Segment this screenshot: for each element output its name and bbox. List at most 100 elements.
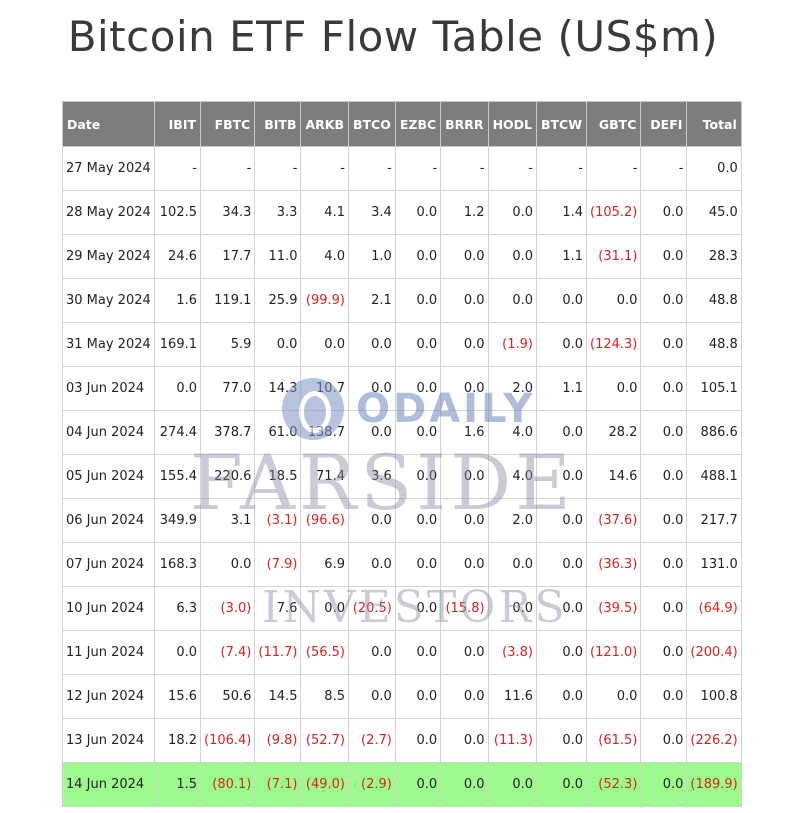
flow-cell-fbtc: 50.6: [199, 674, 256, 719]
date-cell: 06 Jun 2024: [62, 498, 155, 543]
flow-cell-bitb: -: [254, 146, 302, 191]
flow-cell-gbtc: (52.3): [586, 762, 642, 807]
flow-cell-gbtc: (36.3): [586, 542, 642, 587]
flow-cell-ezbc: 0.0: [394, 498, 442, 543]
flow-cell-gbtc: (61.5): [586, 718, 642, 763]
date-cell: 11 Jun 2024: [62, 630, 155, 675]
flow-cell-defi: 0.0: [640, 718, 688, 763]
table-body: 27 May 2024- - - - - - - - - - -0.0 28 May 2024 102.…: [62, 146, 742, 807]
flow-cell-hodl: 11.6: [487, 674, 538, 719]
flow-cell-brrr: 0.0: [440, 630, 489, 675]
flow-cell-ezbc: 0.0: [394, 542, 442, 587]
flow-cell-gbtc: 14.6: [586, 454, 642, 499]
flow-cell-defi: 0.0: [640, 586, 688, 631]
flow-cell-btco: 3.4: [347, 190, 396, 235]
flow-cell-ezbc: 0.0: [394, 586, 442, 631]
flow-cell-btco: (20.5): [347, 586, 396, 631]
flow-cell-total: 886.6: [686, 410, 742, 455]
flow-cell-ibit: 102.5: [154, 190, 201, 235]
flow-cell-hodl: 0.0: [487, 190, 538, 235]
flow-cell-defi: 0.0: [640, 410, 688, 455]
flow-cell-ibit: 0.0: [154, 630, 201, 675]
date-cell: 03 Jun 2024: [62, 366, 155, 411]
flow-cell-ibit: 1.6: [154, 278, 201, 323]
flow-cell-brrr: 0.0: [440, 542, 489, 587]
flow-cell-brrr: 1.6: [440, 410, 489, 455]
flow-cell-total: 48.8: [686, 322, 742, 367]
date-cell: 13 Jun 2024: [62, 718, 155, 763]
flow-cell-bitb: 61.0: [254, 410, 302, 455]
flow-cell-hodl: 2.0: [487, 498, 538, 543]
flow-cell-brrr: 0.0: [440, 366, 489, 411]
flow-cell-ibit: 155.4: [154, 454, 201, 499]
flow-cell-fbtc: 0.0: [199, 542, 256, 587]
column-header-fbtc: FBTC: [199, 101, 256, 147]
flow-cell-total: 48.8: [686, 278, 742, 323]
flow-cell-arkb: -: [300, 146, 349, 191]
flow-cell-brrr: 0.0: [440, 674, 489, 719]
date-cell: 14 Jun 2024: [62, 762, 155, 807]
date-cell: 30 May 2024: [62, 278, 155, 323]
table-row: 04 Jun 2024 274.4 378.7 61.0 138.7 0.0 0.0 1.6 4…: [62, 410, 742, 455]
flow-cell-bitb: 14.5: [254, 674, 302, 719]
flow-cell-btco: -: [347, 146, 396, 191]
flow-cell-arkb: 4.0: [300, 234, 349, 279]
column-header-gbtc: GBTC: [586, 101, 642, 147]
flow-cell-total: 100.8: [686, 674, 742, 719]
flow-cell-btcw: 1.1: [535, 366, 588, 411]
flow-cell-total: 105.1: [686, 366, 742, 411]
table-row: 28 May 2024 102.5 34.3 3.3 4.1 3.4 0.0 1.2 0.0 1.…: [62, 190, 742, 235]
flow-cell-fbtc: 34.3: [199, 190, 256, 235]
flow-cell-arkb: (96.6): [300, 498, 349, 543]
flow-cell-total: (200.4): [686, 630, 742, 675]
flow-cell-fbtc: 77.0: [199, 366, 256, 411]
flow-cell-arkb: (52.7): [300, 718, 349, 763]
flow-cell-ezbc: 0.0: [394, 762, 442, 807]
flow-cell-arkb: 8.5: [300, 674, 349, 719]
flow-cell-hodl: 0.0: [487, 278, 538, 323]
flow-cell-ibit: 1.5: [154, 762, 201, 807]
flow-cell-total: 217.7: [686, 498, 742, 543]
date-cell: 04 Jun 2024: [62, 410, 155, 455]
flow-cell-defi: 0.0: [640, 234, 688, 279]
flow-cell-gbtc: (31.1): [586, 234, 642, 279]
flow-cell-hodl: -: [487, 146, 538, 191]
flow-cell-arkb: (99.9): [300, 278, 349, 323]
column-header-btco: BTCO: [347, 101, 396, 147]
flow-cell-ibit: -: [154, 146, 201, 191]
flow-cell-ibit: 168.3: [154, 542, 201, 587]
flow-cell-hodl: 2.0: [487, 366, 538, 411]
flow-cell-btco: 0.0: [347, 542, 396, 587]
flow-cell-brrr: 1.2: [440, 190, 489, 235]
table-row: 12 Jun 2024 15.6 50.6 14.5 8.5 0.0 0.0 0.0 11.6 0…: [62, 674, 742, 719]
flow-cell-btco: 2.1: [347, 278, 396, 323]
flow-cell-fbtc: 5.9: [199, 322, 256, 367]
flow-cell-ezbc: 0.0: [394, 322, 442, 367]
flow-cell-arkb: 4.1: [300, 190, 349, 235]
column-header-date: Date: [62, 101, 155, 147]
flow-cell-arkb: 71.4: [300, 454, 349, 499]
flow-cell-arkb: (49.0): [300, 762, 349, 807]
flow-cell-defi: 0.0: [640, 190, 688, 235]
column-header-brrr: BRRR: [440, 101, 489, 147]
table-row: 30 May 2024 1.6 119.1 25.9 (99.9) 2.1 0.0 0.0 0.…: [62, 278, 742, 323]
flow-cell-btcw: 0.0: [535, 454, 588, 499]
table-row: 10 Jun 2024 6.3 (3.0) 7.6 0.0 (20.5) 0.0 (15.8)…: [62, 586, 742, 631]
flow-cell-bitb: (7.9): [254, 542, 302, 587]
flow-cell-btcw: 0.0: [535, 586, 588, 631]
flow-cell-btcw: 0.0: [535, 542, 588, 587]
flow-cell-btcw: -: [535, 146, 588, 191]
table-row: 05 Jun 2024 155.4 220.6 18.5 71.4 3.6 0.0 0.0 4.…: [62, 454, 742, 499]
flow-cell-total: 45.0: [686, 190, 742, 235]
flow-cell-defi: 0.0: [640, 454, 688, 499]
flow-cell-hodl: (11.3): [487, 718, 538, 763]
flow-cell-btcw: 1.1: [535, 234, 588, 279]
flow-cell-btcw: 0.0: [535, 322, 588, 367]
flow-cell-btco: 0.0: [347, 322, 396, 367]
column-header-hodl: HODL: [487, 101, 538, 147]
flow-cell-btcw: 0.0: [535, 674, 588, 719]
flow-cell-total: 0.0: [686, 146, 742, 191]
flow-cell-gbtc: (105.2): [586, 190, 642, 235]
flow-cell-ezbc: 0.0: [394, 674, 442, 719]
flow-cell-btcw: 0.0: [535, 630, 588, 675]
